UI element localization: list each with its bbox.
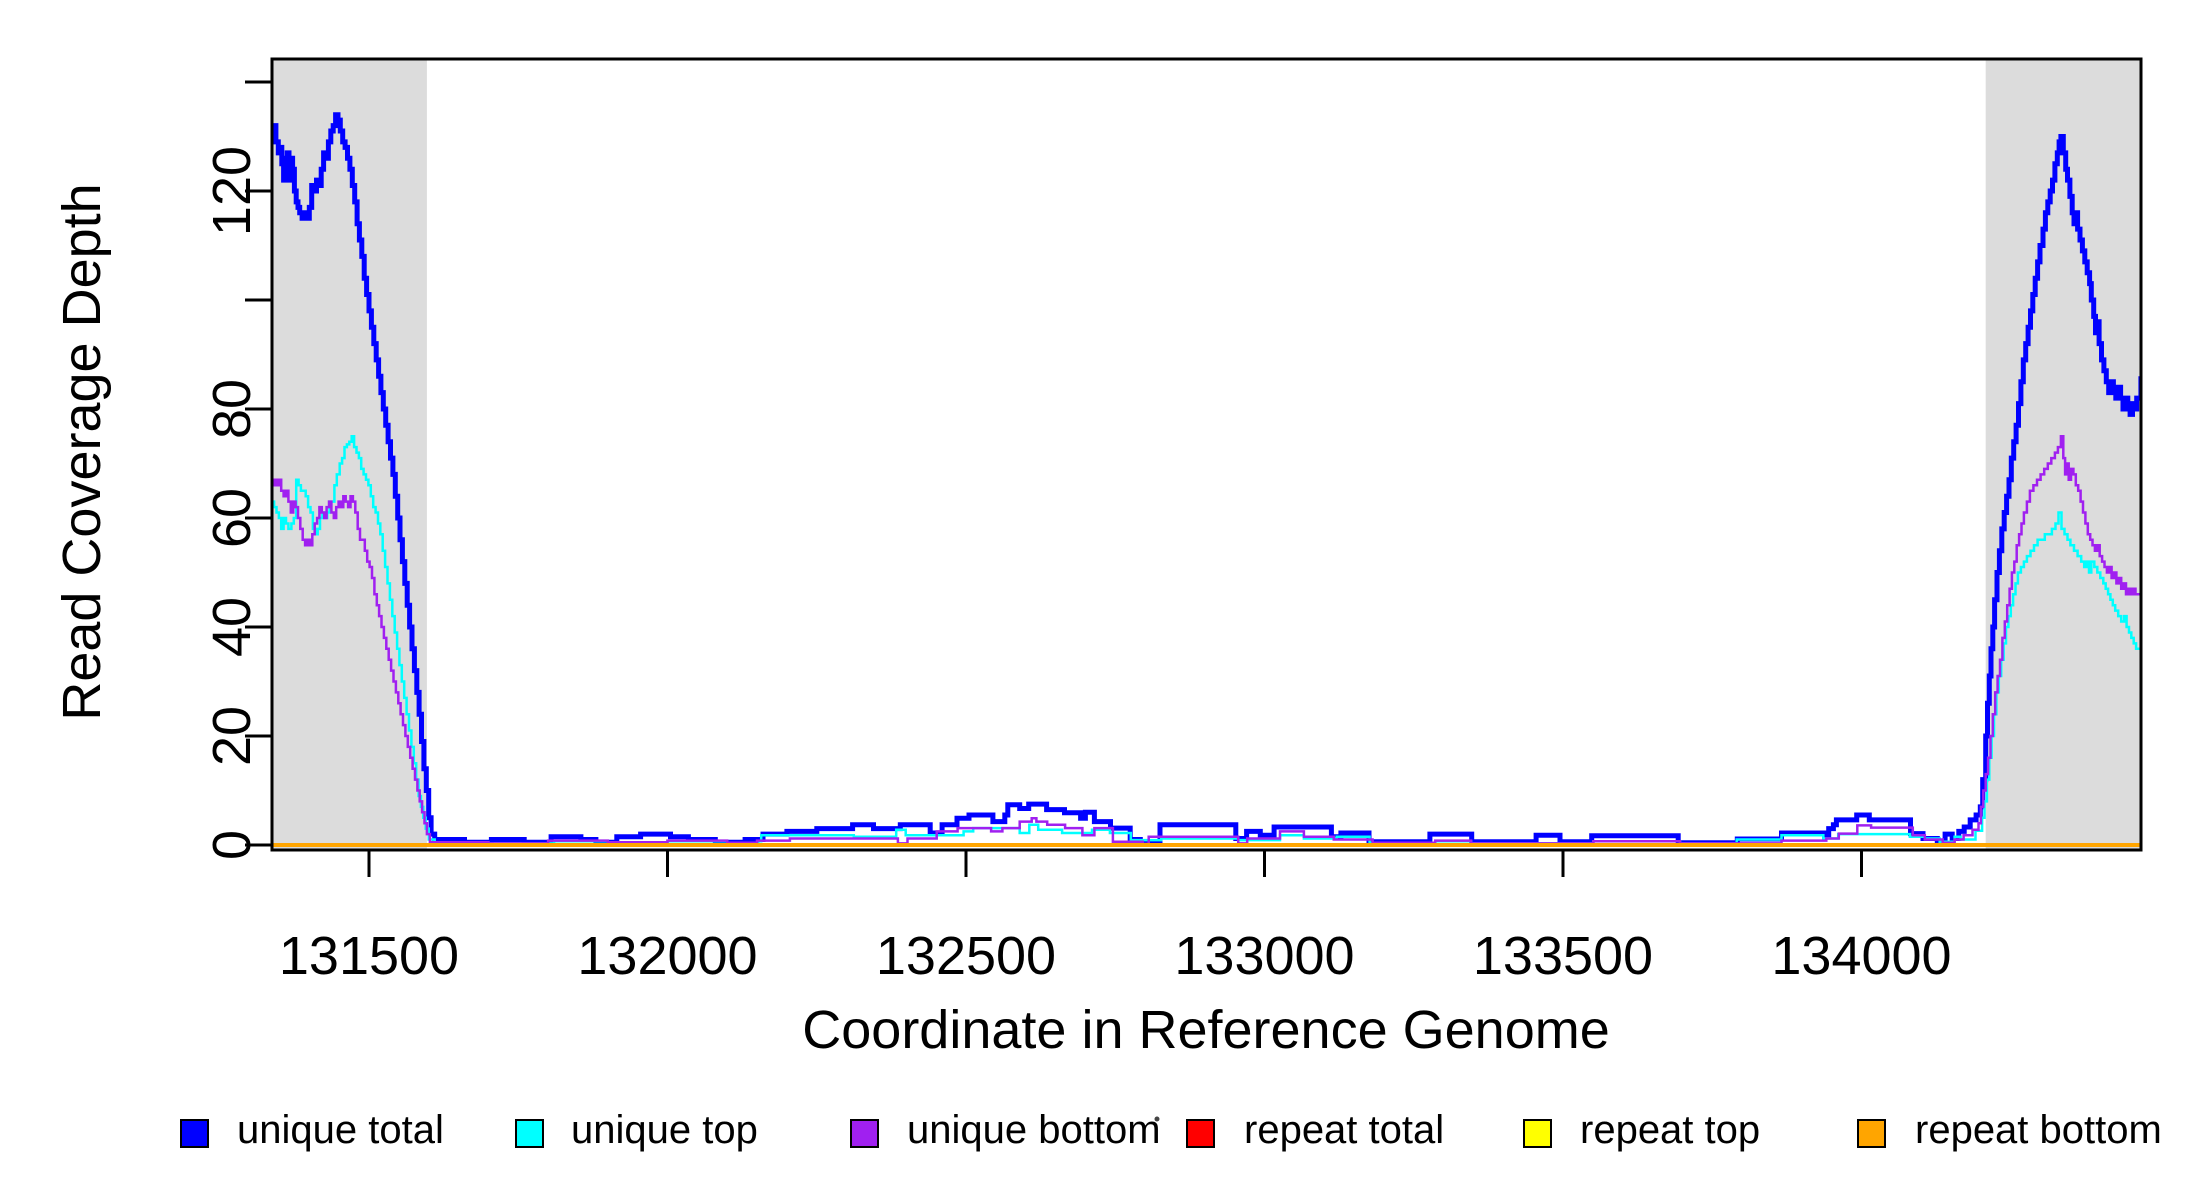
y-tick-label: 120 xyxy=(202,146,262,236)
legend-label-unique-total: unique total xyxy=(237,1108,444,1152)
legend-swatch-repeat-total xyxy=(1186,1119,1215,1148)
stray-mark xyxy=(1154,1116,1160,1122)
legend: unique total unique top unique bottom repea… xyxy=(180,1108,2162,1152)
series-unique-bottom xyxy=(272,435,2141,846)
x-tick-label: 133000 xyxy=(1174,926,1354,986)
legend-swatch-repeat-bottom xyxy=(1857,1119,1886,1148)
x-tick-label: 134000 xyxy=(1771,926,1951,986)
series-unique-total xyxy=(272,112,2141,846)
series-layer xyxy=(272,112,2141,847)
x-tick-label: 131500 xyxy=(279,926,459,986)
legend-label-repeat-total: repeat total xyxy=(1244,1108,1444,1152)
x-tick-label: 132500 xyxy=(876,926,1056,986)
legend-label-unique-top: unique top xyxy=(571,1108,758,1152)
y-tick-label: 80 xyxy=(202,379,262,439)
legend-label-repeat-top: repeat top xyxy=(1580,1108,1760,1152)
legend-label-repeat-bottom: repeat bottom xyxy=(1915,1108,2162,1152)
y-tick-label: 60 xyxy=(202,488,262,548)
y-tick-label: 0 xyxy=(202,830,262,860)
legend-swatch-repeat-top xyxy=(1523,1119,1552,1148)
legend-swatch-unique-total xyxy=(180,1119,209,1148)
tick-labels: 131500 132000 132500 133000 133500 134000 0 20 4… xyxy=(202,146,1952,986)
axes-ticks xyxy=(245,80,1863,877)
legend-swatch-unique-bottom xyxy=(850,1119,879,1148)
plot-box-border xyxy=(270,57,2143,852)
x-tick-label: 132000 xyxy=(577,926,757,986)
legend-label-unique-bottom: unique bottom xyxy=(907,1108,1161,1152)
y-tick-label: 40 xyxy=(202,597,262,657)
y-axis-title: Read Coverage Depth xyxy=(52,183,112,720)
series-unique-top xyxy=(272,435,2141,845)
x-axis-title: Coordinate in Reference Genome xyxy=(802,1000,1609,1060)
x-tick-label: 133500 xyxy=(1473,926,1653,986)
legend-swatch-unique-top xyxy=(515,1119,544,1148)
y-tick-label: 20 xyxy=(202,706,262,766)
